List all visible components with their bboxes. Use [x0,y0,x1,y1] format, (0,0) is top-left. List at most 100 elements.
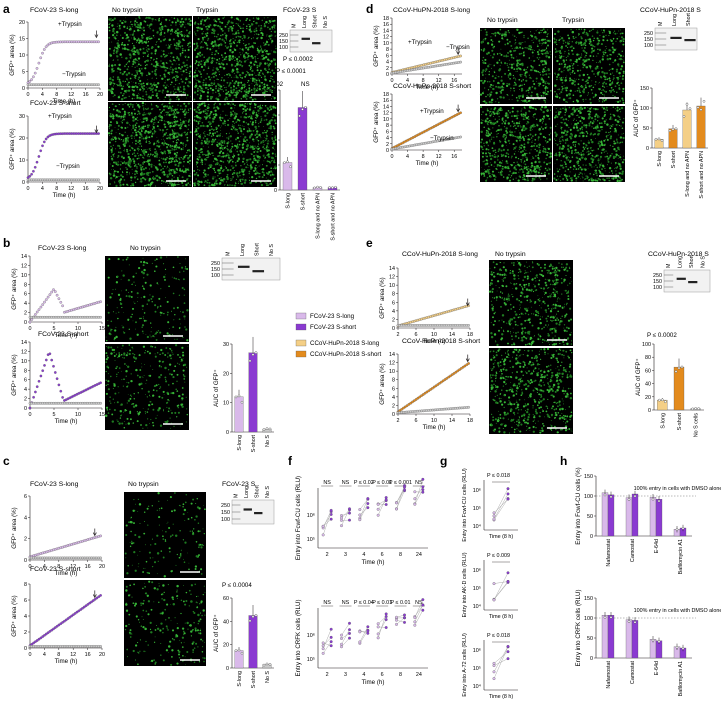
a-image-short-no-trypsin-dot [178,133,181,137]
a-image-long-no-trypsin-dot [139,85,140,86]
a-image-long-no-trypsin-dot [154,19,156,21]
a-image-short-trypsin-dot [256,150,259,154]
a-image-short-no-trypsin-dot [168,105,171,108]
a-image-long-trypsin-dot [233,85,235,87]
a-image-long-no-trypsin-dot [181,33,183,35]
d-image-long-no-trypsin-dot [513,63,515,65]
a-image-short-no-trypsin-dot [171,129,173,131]
a-image-long-no-trypsin-dot [119,82,122,84]
data-point [39,149,43,153]
d-image-long-no-trypsin-dot [499,65,501,67]
a-image-short-trypsin-dot [247,123,250,126]
d-image-long-no-trypsin-dot [501,76,503,78]
a-image-short-no-trypsin-dot [123,142,127,145]
a-curve1-title: FCoV-23 S-long [30,7,79,14]
a-image-long-trypsin-dot [241,48,244,51]
a-image-short-trypsin-dot [255,170,257,172]
a-image-short-no-trypsin-dot [149,171,151,174]
d-image-long-no-trypsin-dot [544,66,546,68]
d-image-long-no-trypsin-dot [536,93,539,96]
a-image-long-no-trypsin-dot [116,55,118,56]
a-image-short-no-trypsin-dot [180,141,183,144]
a-image-short-no-trypsin-dot [128,164,130,167]
a-image-short-no-trypsin-dot [118,151,120,153]
a-image-short-trypsin-dot [233,125,235,127]
a-image-long-trypsin-dot [266,62,269,64]
d-image-long-trypsin-dot [593,49,596,51]
d-image-long-no-trypsin-dot [549,73,551,75]
a-image-long-no-trypsin-dot [151,18,154,21]
a-image-long-trypsin-dot [212,44,215,48]
a-image-short-no-trypsin-dot [126,139,129,142]
a-image-long-no-trypsin-dot [132,60,135,63]
d-image-long-trypsin-dot [622,87,625,90]
a-image-short-trypsin-dot [251,123,253,125]
a-image-long-trypsin-dot [196,23,198,24]
d-image-long-trypsin-dot [599,34,601,37]
a-image-short-no-trypsin-dot [140,180,143,183]
a-image-long-trypsin-dot [220,88,222,91]
a-image-long-trypsin-dot [222,33,224,36]
a-image-short-trypsin-dot [257,109,260,112]
a-image-short-trypsin-dot [227,114,228,116]
a-image-short-no-trypsin-dot [164,114,166,116]
a-image-long-trypsin-dot [227,90,230,93]
a-image-long-trypsin-dot [207,67,210,69]
d-image-long-no-trypsin-dot [536,28,538,30]
a-image-short-no-trypsin-dot [177,138,179,141]
a-image-long-no-trypsin-dot [145,37,148,40]
a-image-short-no-trypsin-dot [149,112,152,114]
a-image-short-trypsin-dot [243,181,247,184]
a-image-short-no-trypsin-dot [185,111,187,113]
a-image-short-trypsin-dot [260,118,263,120]
a-image-short-no-trypsin-dot [183,102,186,105]
a-image-long-trypsin-dot [211,45,213,47]
a-image-short-no-trypsin-dot [154,122,156,124]
a-image-short-trypsin-dot [218,169,221,172]
d-image-long-no-trypsin-dot [489,86,491,88]
a-image-short-trypsin-dot [239,124,241,126]
a-image-short-trypsin-dot [205,116,208,119]
d-image-long-trypsin-dot [604,49,606,51]
a-image-long-trypsin-dot [239,52,241,54]
a-image-short-no-trypsin-dot [111,103,114,105]
d-image-long-no-trypsin-dot [512,34,514,36]
a-image-long-no-trypsin-dot [166,26,168,28]
d-image-long-trypsin-dot [572,94,574,96]
y-tick-label: 100 [268,163,277,169]
d-image-long-no-trypsin-dot [492,32,495,35]
d-image-long-trypsin-dot [560,91,563,94]
a-image-long-trypsin-dot [205,34,208,37]
a-image-short-no-trypsin-dot [121,170,123,172]
a-image-short-trypsin-dot [274,122,277,125]
a-image-long-trypsin-dot [273,27,275,28]
a-image-long-no-trypsin-dot [146,50,149,53]
a-image-short-trypsin-dot [234,128,237,131]
data-point [46,135,50,139]
a-image-short-trypsin-dot [275,155,277,157]
a-image-short-trypsin-dot [252,138,255,141]
d-image-long-no-trypsin-dot [493,70,495,73]
a-image-short-trypsin-dot [201,121,204,124]
d-image-long-trypsin-dot [559,77,560,78]
a-image-long-no-trypsin-dot [125,96,127,99]
d-image-long-trypsin-dot [594,84,596,86]
a-image-long-no-trypsin-dot [108,36,111,39]
a-image-long-trypsin-dot [226,63,228,65]
a-image-short-trypsin-dot [262,104,264,107]
a-image-long-no-trypsin-dot [150,23,152,25]
a-image-short-trypsin-dot [194,116,196,118]
a-image-short-trypsin-dot [219,143,222,146]
a-image-short-trypsin-dot [214,109,217,112]
a-image-long-trypsin-dot [238,35,240,38]
a-image-short-no-trypsin-dot [146,140,148,141]
a-image-short-trypsin-dot [236,174,239,177]
d-image-long-no-trypsin-dot [505,84,509,88]
a-image-short-no-trypsin-dot [181,181,184,184]
a-image-long-trypsin-dot [231,29,234,32]
a-image-long-trypsin-dot [195,35,197,37]
arrowhead [94,34,99,39]
a-image-short-no-trypsin-dot [132,116,135,119]
a-image-short-trypsin-dot [194,182,197,184]
a-image-short-trypsin-dot [234,115,238,118]
